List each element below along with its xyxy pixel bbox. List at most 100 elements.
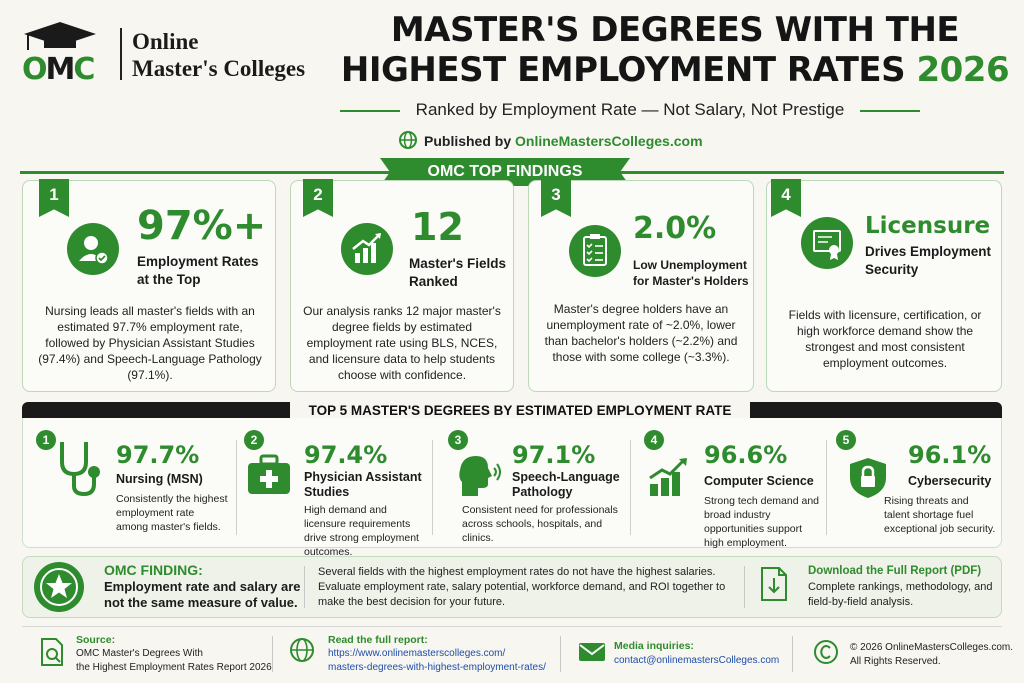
rank-badge-2: 2 — [244, 430, 264, 450]
footer-source-label: Source: — [76, 634, 116, 646]
rank-degree-5-line-1: Cybersecurity — [908, 474, 992, 488]
card-number-3: 3 — [541, 179, 571, 217]
rank-degree-4-line-1: Computer Science — [704, 474, 814, 488]
card-label-3-line-2: for Master's Holders — [633, 274, 749, 288]
footer-copyright: © 2026 OnlineMastersColleges.com. All Ri… — [850, 641, 1013, 669]
column-divider — [236, 440, 237, 535]
subtitle-rule-right — [860, 110, 920, 112]
footer-report-url[interactable]: https://www.onlinemasterscolleges.com/ m… — [328, 647, 546, 675]
globe-icon — [290, 638, 314, 662]
column-divider — [432, 440, 433, 535]
footer-source-text: OMC Master's Degrees With the Highest Em… — [76, 647, 272, 675]
card-body-3: Master's degree holders have an unemploy… — [544, 302, 738, 364]
user-check-icon — [67, 223, 119, 275]
card-number-4: 4 — [771, 179, 801, 217]
rank-badge-1: 1 — [36, 430, 56, 450]
finding-card-1: 1 97%+ Employment Rates at the Top Nursi… — [22, 179, 276, 392]
footer-copyright-line-2: All Rights Reserved. — [850, 656, 941, 667]
finding-divider — [744, 566, 745, 608]
card-big-number-3: 2.0% — [633, 211, 717, 246]
page-title: MASTER'S DEGREES WITH THE HIGHEST EMPLOY… — [330, 10, 1020, 90]
footer-divider — [792, 636, 793, 672]
card-label-2-line-2: Ranked — [409, 274, 458, 289]
card-big-number-4: Licensure — [865, 213, 991, 239]
rank-badge-3: 3 — [448, 430, 468, 450]
star-icon — [34, 562, 84, 612]
bar-growth-icon — [649, 458, 687, 496]
rank-degree-3: Speech-Language Pathology — [512, 470, 620, 500]
footer-divider — [272, 636, 273, 672]
rank-degree-1-line-1: Nursing (MSN) — [116, 472, 203, 486]
rank-percent-3: 97.1% — [512, 441, 596, 469]
omc-finding-sub-line-1: Employment rate and salary are — [104, 579, 301, 594]
logo-line-2: Master's Colleges — [132, 56, 306, 81]
rank-badge-4: 4 — [644, 430, 664, 450]
published-by: Published by OnlineMastersColleges.com — [424, 133, 703, 149]
footer-divider — [560, 636, 561, 672]
card-label-1-line-2: at the Top — [137, 272, 201, 287]
download-report-link[interactable]: Download the Full Report (PDF) — [808, 565, 982, 577]
finding-card-2: 2 12 Master's Fields Ranked Our analysis… — [290, 179, 514, 392]
footer-report-url-line-1[interactable]: https://www.onlinemasterscolleges.com/ — [328, 648, 506, 659]
published-prefix: Published by — [424, 133, 512, 149]
card-body-1: Nursing leads all master's fields with a… — [38, 304, 262, 382]
card-label-3-line-1: Low Unemployment — [633, 258, 748, 272]
card-label-1: Employment Rates at the Top — [137, 253, 259, 289]
omc-finding-sub-line-2: not the same measure of value. — [104, 595, 298, 610]
speaking-head-icon — [459, 456, 501, 496]
rank-degree-3-line-1: Speech-Language — [512, 470, 620, 484]
footer-read-label: Read the full report: — [328, 634, 428, 646]
rank-degree-2-line-2: Studies — [304, 485, 350, 499]
footer-media-email[interactable]: contact@onlinemastersColleges.com — [614, 655, 780, 666]
title-line-2: HIGHEST EMPLOYMENT RATES — [340, 50, 906, 90]
finding-card-3: 3 2.0% Low Unemployment for Master's Hol… — [528, 179, 754, 392]
card-body-2: Our analysis ranks 12 major master's deg… — [303, 304, 501, 382]
rank-desc-2: High demand and licensure requirements d… — [304, 504, 419, 558]
card-label-2: Master's Fields Ranked — [409, 255, 506, 291]
rank-degree-3-line-2: Pathology — [512, 485, 573, 499]
logo-initials: OMC — [22, 52, 95, 87]
column-divider — [630, 440, 631, 535]
rank-desc-4: Strong tech demand and broad industry op… — [704, 495, 819, 549]
rank-degree-4: Computer Science — [704, 474, 814, 489]
growth-chart-icon — [341, 223, 393, 275]
card-body-4: Fields with licensure, certification, or… — [788, 308, 982, 370]
download-document-icon[interactable] — [760, 566, 788, 602]
card-big-number-2: 12 — [411, 205, 464, 249]
logo-wordmark: Online Master's Colleges — [132, 28, 305, 82]
download-report-desc: Complete rankings, methodology, and fiel… — [808, 581, 993, 608]
footer-source-line-1: OMC Master's Degrees With — [76, 648, 203, 659]
card-label-4-line-1: Drives Employment — [865, 244, 992, 259]
rank-desc-3: Consistent need for professionals across… — [462, 504, 618, 544]
rank-degree-5: Cybersecurity — [908, 474, 991, 489]
rank-desc-5: Rising threats and talent shortage fuel … — [884, 495, 996, 535]
footer-copyright-line-1: © 2026 OnlineMastersColleges.com. — [850, 642, 1013, 653]
card-big-number-1: 97%+ — [137, 203, 267, 249]
omc-finding-subheading: Employment rate and salary are not the s… — [104, 579, 301, 611]
card-number-1: 1 — [39, 179, 69, 217]
footer-source-line-2: the Highest Employment Rates Report 2026 — [76, 662, 272, 673]
finding-card-4: 4 Licensure Drives Employment Security F… — [766, 179, 1002, 392]
column-divider — [826, 440, 827, 535]
footer-media-label: Media inquiries: — [614, 640, 694, 652]
card-label-3: Low Unemployment for Master's Holders — [633, 257, 749, 289]
omc-finding-text: Several fields with the highest employme… — [318, 566, 726, 608]
certificate-icon — [801, 217, 853, 269]
mail-icon — [579, 643, 605, 661]
omc-finding-heading: OMC FINDING: — [104, 562, 203, 578]
footer-report-url-line-2[interactable]: masters-degrees-with-highest-employment-… — [328, 662, 546, 673]
card-label-2-line-1: Master's Fields — [409, 256, 506, 271]
omc-finding-panel — [22, 556, 1002, 618]
card-label-4: Drives Employment Security — [865, 243, 991, 279]
clipboard-check-icon — [569, 225, 621, 277]
card-number-2: 2 — [303, 179, 333, 217]
medical-kit-icon — [248, 454, 290, 494]
rank-percent-1: 97.7% — [116, 441, 200, 469]
rank-badge-5: 5 — [836, 430, 856, 450]
document-search-icon — [41, 638, 63, 666]
published-site-link[interactable]: OnlineMastersColleges.com — [515, 133, 703, 149]
title-year: 2026 — [916, 50, 1010, 90]
logo-divider — [120, 28, 122, 80]
card-label-4-line-2: Security — [865, 262, 919, 277]
card-label-1-line-1: Employment Rates — [137, 254, 259, 269]
